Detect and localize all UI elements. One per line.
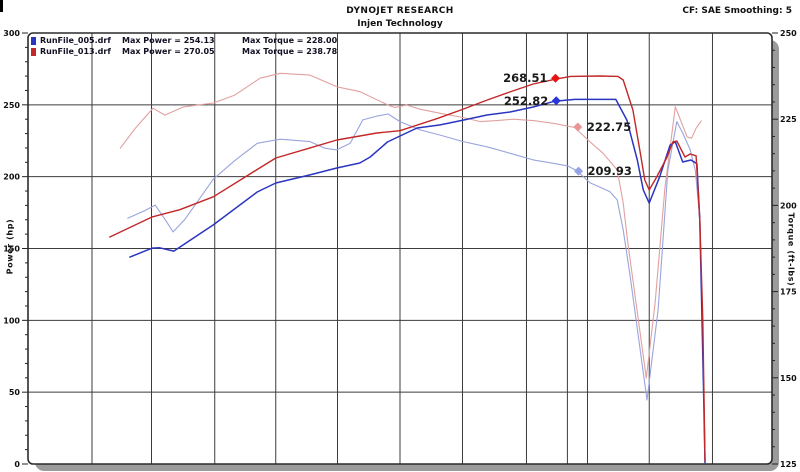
legend-run-row[interactable]: RunFile_013.drf Max Power = 270.05 Max Tor…	[31, 46, 337, 57]
torque-tick-label: 200	[780, 201, 797, 210]
peak-value-label: 222.75	[587, 120, 631, 134]
legend-max-power: Max Power = 270.05	[122, 47, 215, 56]
legend-run-file: RunFile_013.drf	[40, 47, 111, 56]
peak-marker	[550, 73, 560, 83]
torque-axis-title: Torque (ft-lbs)	[786, 212, 796, 287]
torque-tick-label: 225	[780, 115, 797, 124]
peak-marker	[574, 166, 584, 176]
power-tick-label: 0	[14, 460, 20, 469]
power-tick-label: 300	[3, 29, 20, 38]
legend-run-row[interactable]: RunFile_005.drf Max Power = 254.13 Max Tor…	[31, 35, 337, 46]
power-tick-label: 150	[3, 245, 20, 254]
torque-tick-label: 175	[780, 288, 797, 297]
series-runfile_013-power	[109, 75, 706, 462]
power-tick-label: 200	[3, 173, 20, 182]
correction-smoothing-label: CF: SAE Smoothing: 5	[682, 6, 792, 16]
peak-value-label: 209.93	[588, 164, 632, 178]
legend-color-chip	[31, 47, 36, 56]
torque-tick-label: 150	[780, 374, 797, 383]
power-tick-label: 100	[3, 316, 20, 325]
series-runfile_013-torque	[119, 72, 702, 379]
plot-frame	[27, 32, 773, 465]
peak-marker	[573, 122, 583, 132]
torque-tick-label: 125	[780, 460, 797, 469]
legend-color-chip	[31, 36, 36, 45]
power-tick-label: 50	[9, 388, 21, 397]
legend-run-file: RunFile_005.drf	[40, 36, 111, 45]
legend-max-power: Max Power = 254.13	[122, 36, 215, 45]
series-runfile_005-torque	[127, 113, 701, 401]
peak-value-label: 268.51	[503, 71, 547, 85]
page-title: DYNOJET RESEARCH	[346, 6, 454, 16]
power-axis-title: Power (hp)	[5, 218, 15, 275]
legend-max-torque: Max Torque = 238.78	[242, 47, 338, 56]
page-subtitle: Injen Technology	[357, 19, 443, 29]
power-tick-label: 250	[3, 101, 20, 110]
series-runfile_005-power	[129, 98, 706, 464]
legend-max-torque: Max Torque = 228.00	[242, 36, 338, 45]
torque-tick-label: 250	[780, 29, 797, 38]
screen-edge-artifact	[0, 0, 3, 12]
legend: RunFile_005.drf Max Power = 254.13 Max Tor…	[31, 35, 337, 57]
peak-value-label: 252.82	[504, 94, 548, 108]
peak-marker	[551, 96, 561, 106]
